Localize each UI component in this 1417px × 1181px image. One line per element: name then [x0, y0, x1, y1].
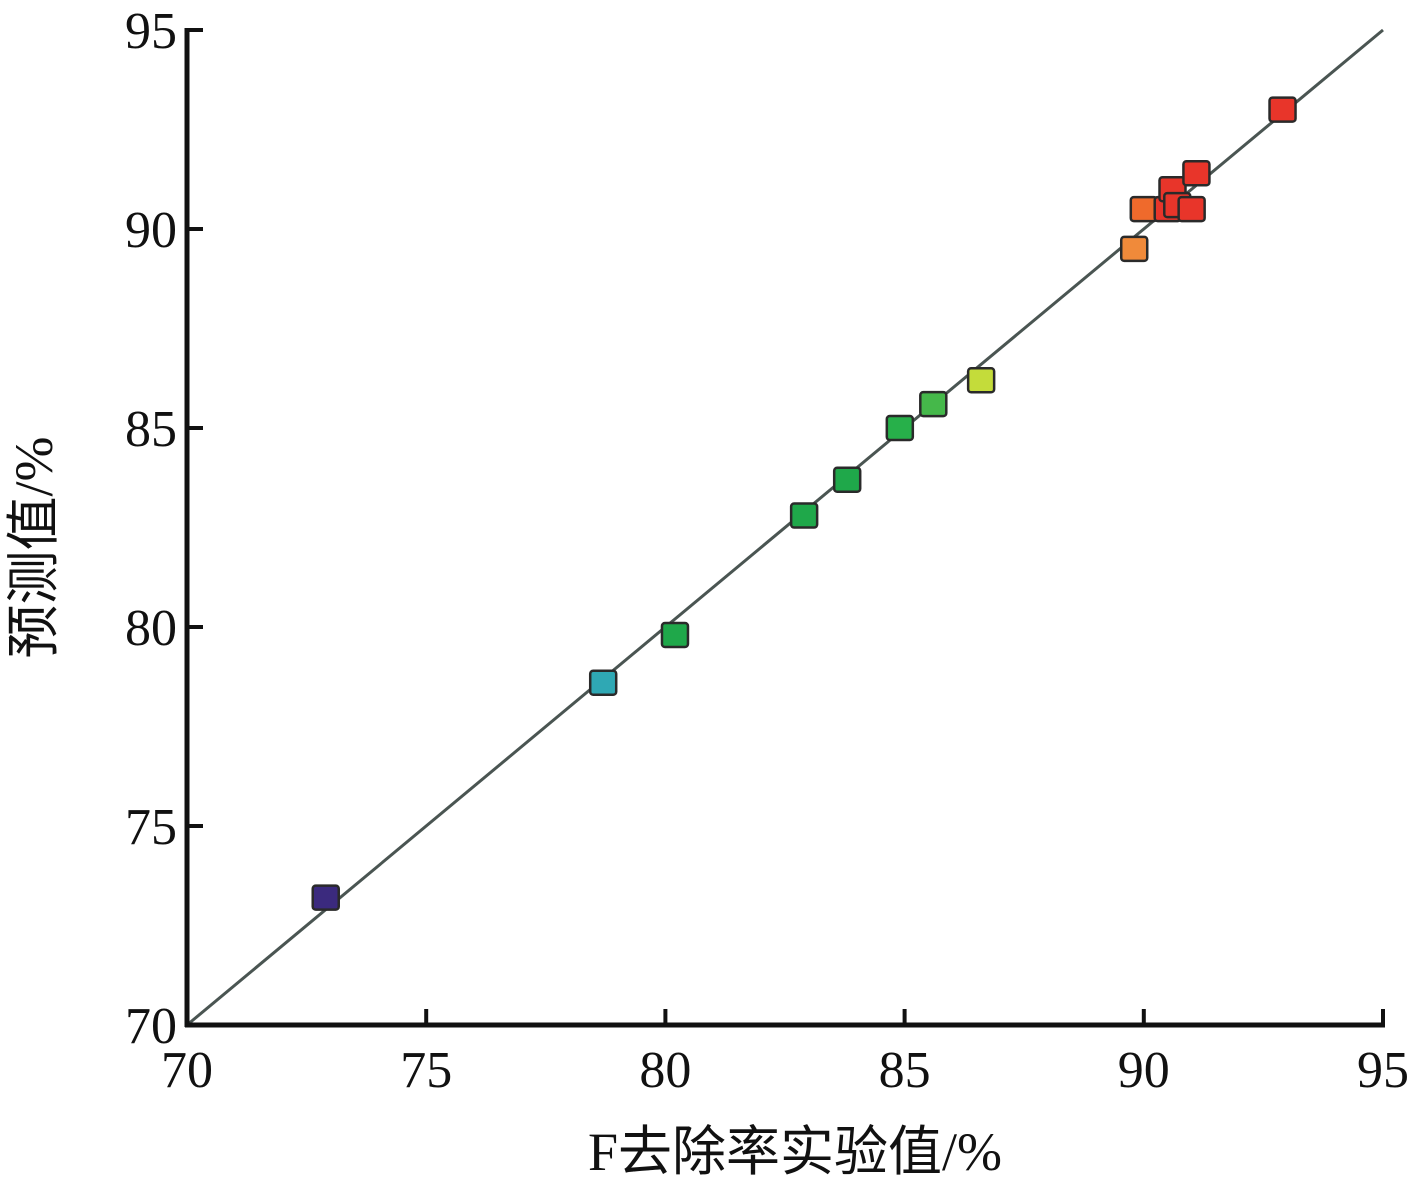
x-tick-label: 85 [879, 1042, 931, 1099]
y-tick-label: 75 [125, 799, 177, 856]
x-tick-label: 95 [1357, 1042, 1409, 1099]
y-tick-label: 80 [125, 600, 177, 657]
data-point [966, 366, 996, 394]
data-point [1119, 235, 1149, 263]
y-tick-label: 90 [125, 202, 177, 259]
data-points-layer [311, 96, 1297, 911]
x-axis-title: F去除率实验值/% [588, 1122, 1002, 1181]
y-tick-label: 85 [125, 401, 177, 458]
data-point [885, 414, 915, 442]
data-point [660, 621, 690, 649]
data-point [789, 502, 819, 529]
data-point [919, 390, 948, 418]
y-axis-title: 预测值/% [4, 437, 64, 659]
axes-layer: 70 75 80 85 90 95 70 75 80 85 90 95 [125, 3, 1409, 1099]
data-point [311, 884, 340, 911]
x-tick-label: 70 [161, 1042, 213, 1099]
x-tick-label: 75 [400, 1042, 452, 1099]
y-tick-label: 70 [125, 998, 177, 1055]
x-tick-label: 80 [639, 1042, 691, 1099]
data-point [1182, 160, 1211, 187]
data-point [1129, 195, 1159, 223]
labels-layer: F去除率实验值/% 预测值/% [4, 437, 1002, 1181]
data-point [588, 669, 618, 696]
x-tick-label: 90 [1118, 1042, 1170, 1099]
data-point [1268, 96, 1297, 123]
data-point [832, 466, 862, 493]
data-point [1177, 195, 1206, 223]
y-tick-label: 95 [125, 3, 177, 60]
